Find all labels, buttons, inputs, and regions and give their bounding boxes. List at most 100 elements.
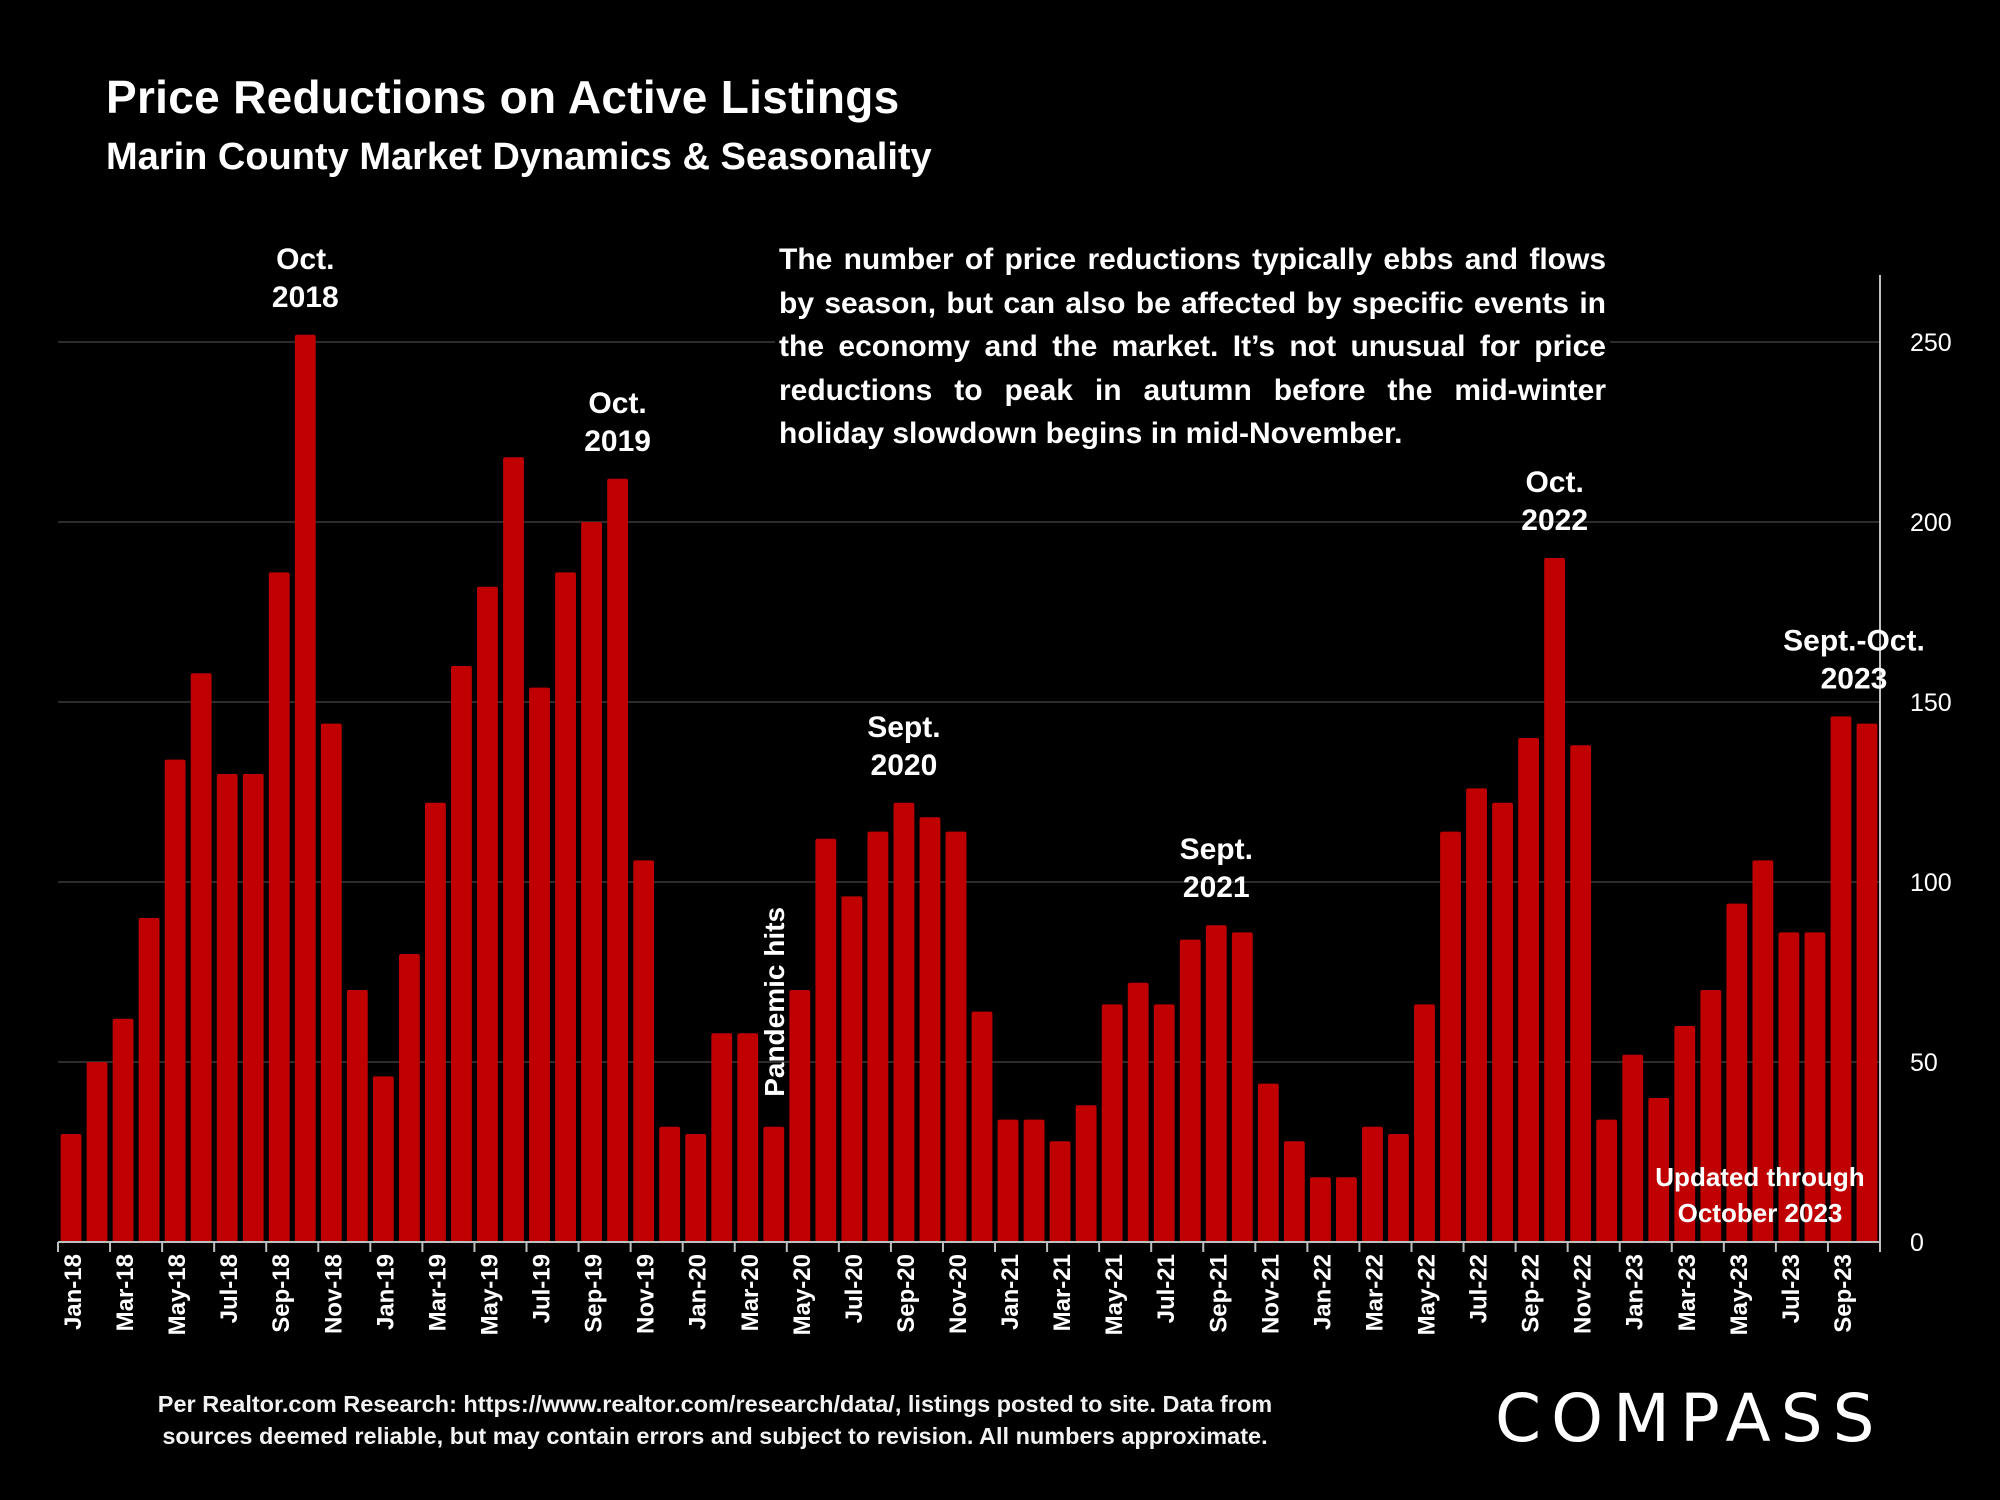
compass-logo: COMPASS [1495,1380,1885,1457]
x-tick-label: Sep-21 [1205,1254,1232,1333]
peak-annotation-line: Oct. [276,243,334,276]
bar [503,457,524,1242]
bar [1362,1126,1383,1242]
bar [242,774,264,1242]
x-tick-label: Sep-23 [1830,1254,1857,1333]
bar [1466,788,1487,1242]
bar [581,522,602,1242]
y-tick-label: 50 [1910,1049,1938,1077]
x-tick-label: Nov-19 [633,1254,660,1334]
source-footnote: Per Realtor.com Research: https://www.re… [150,1388,1280,1452]
bar [711,1033,733,1242]
bar [1023,1119,1045,1242]
bar [997,1119,1019,1242]
bar [893,802,915,1242]
explanatory-note: The number of price reductions typically… [775,238,1610,456]
x-tick-label: Mar-23 [1674,1254,1701,1331]
y-tick-label: 250 [1910,329,1952,357]
x-tick-label: Nov-22 [1570,1254,1597,1334]
bar [529,687,550,1242]
footnote-line-1: Per Realtor.com Research: https://www.re… [157,1391,1273,1417]
bar [1283,1141,1305,1242]
x-tick-label: Jul-20 [841,1254,868,1323]
x-tick-label: Mar-21 [1049,1254,1076,1331]
x-tick-label: Sep-18 [268,1254,295,1333]
peak-annotation: Oct. 2022 [1521,466,1588,537]
bar [164,759,186,1242]
x-tick-label: Jul-21 [1153,1254,1180,1323]
bar [867,831,889,1242]
bar [1700,990,1722,1242]
bar [451,666,472,1242]
x-tick-label: Mar-20 [737,1254,764,1331]
peak-annotation-line: 2020 [871,749,938,782]
x-tick-label: Mar-19 [424,1254,451,1331]
updated-through-label: Updated through October 2023 [1655,1162,1864,1228]
bar [372,1076,394,1242]
y-tick-label: 200 [1910,509,1952,537]
x-tick-label: Sep-22 [1518,1254,1545,1333]
x-tick-label: Sep-19 [581,1254,608,1333]
bar [1544,558,1566,1242]
bar [477,586,498,1242]
chart-title: Price Reductions on Active Listings [106,71,900,123]
x-tick-label: May-20 [789,1254,816,1335]
bar [841,896,863,1242]
bar [1830,716,1852,1242]
x-tick-label: Jul-23 [1778,1254,1805,1323]
x-tick-label: May-21 [1101,1254,1128,1335]
bar [789,990,811,1242]
peak-annotation: Oct. 2018 [272,243,339,314]
bar [1726,903,1748,1242]
x-tick-label: Nov-21 [1257,1254,1284,1334]
bar [763,1126,785,1242]
x-tick-label: Jan-23 [1622,1254,1649,1330]
footnote-line-2: sources deemed reliable, but may contain… [162,1423,1268,1449]
chart-subtitle: Marin County Market Dynamics & Seasonali… [106,136,932,178]
bar [1309,1177,1331,1242]
x-tick-label: Mar-22 [1361,1254,1388,1331]
peak-annotation-line: 2023 [1821,662,1888,695]
x-tick-label: May-22 [1414,1254,1441,1335]
bar [1336,1177,1357,1242]
updated-through-line: Updated through [1655,1162,1864,1192]
x-tick-label: Jan-22 [1309,1254,1336,1330]
bar [1257,1083,1279,1242]
peak-annotation-line: 2021 [1183,871,1250,904]
x-tick-label: Sep-20 [893,1254,920,1333]
x-tick-label: Nov-20 [945,1254,972,1334]
bar [86,1062,108,1242]
x-tick-label: Jul-18 [216,1254,243,1323]
bar [1518,738,1540,1242]
updated-through-line: October 2023 [1678,1198,1843,1228]
y-tick-label: 150 [1910,689,1952,717]
bar [1127,982,1149,1242]
peak-annotation-line: Sept. [867,711,940,744]
x-tick-label: Jan-18 [60,1254,87,1330]
bar [1414,1004,1435,1242]
x-tick-label: Jan-19 [372,1254,399,1330]
x-tick-label: May-23 [1726,1254,1753,1335]
peak-annotation-line: 2019 [584,425,651,458]
bar [685,1134,707,1242]
bar [1231,932,1253,1242]
bar [1856,723,1878,1242]
bar [1674,1026,1696,1242]
bar [346,990,368,1242]
bar [1648,1098,1670,1242]
bar [1179,939,1201,1242]
x-tick-label: May-19 [476,1254,503,1335]
bar [1440,831,1461,1242]
peak-annotation-line: Sept.-Oct. [1783,624,1925,657]
peak-annotation: Sept.-Oct. 2023 [1783,624,1925,695]
bar [737,1033,759,1242]
bar [425,802,446,1242]
bar [1205,925,1227,1242]
bar [555,572,576,1242]
bar [1075,1105,1097,1242]
bar [659,1126,681,1242]
bar [1778,932,1800,1242]
bar [398,954,420,1242]
peak-annotation: Oct. 2019 [584,387,651,458]
